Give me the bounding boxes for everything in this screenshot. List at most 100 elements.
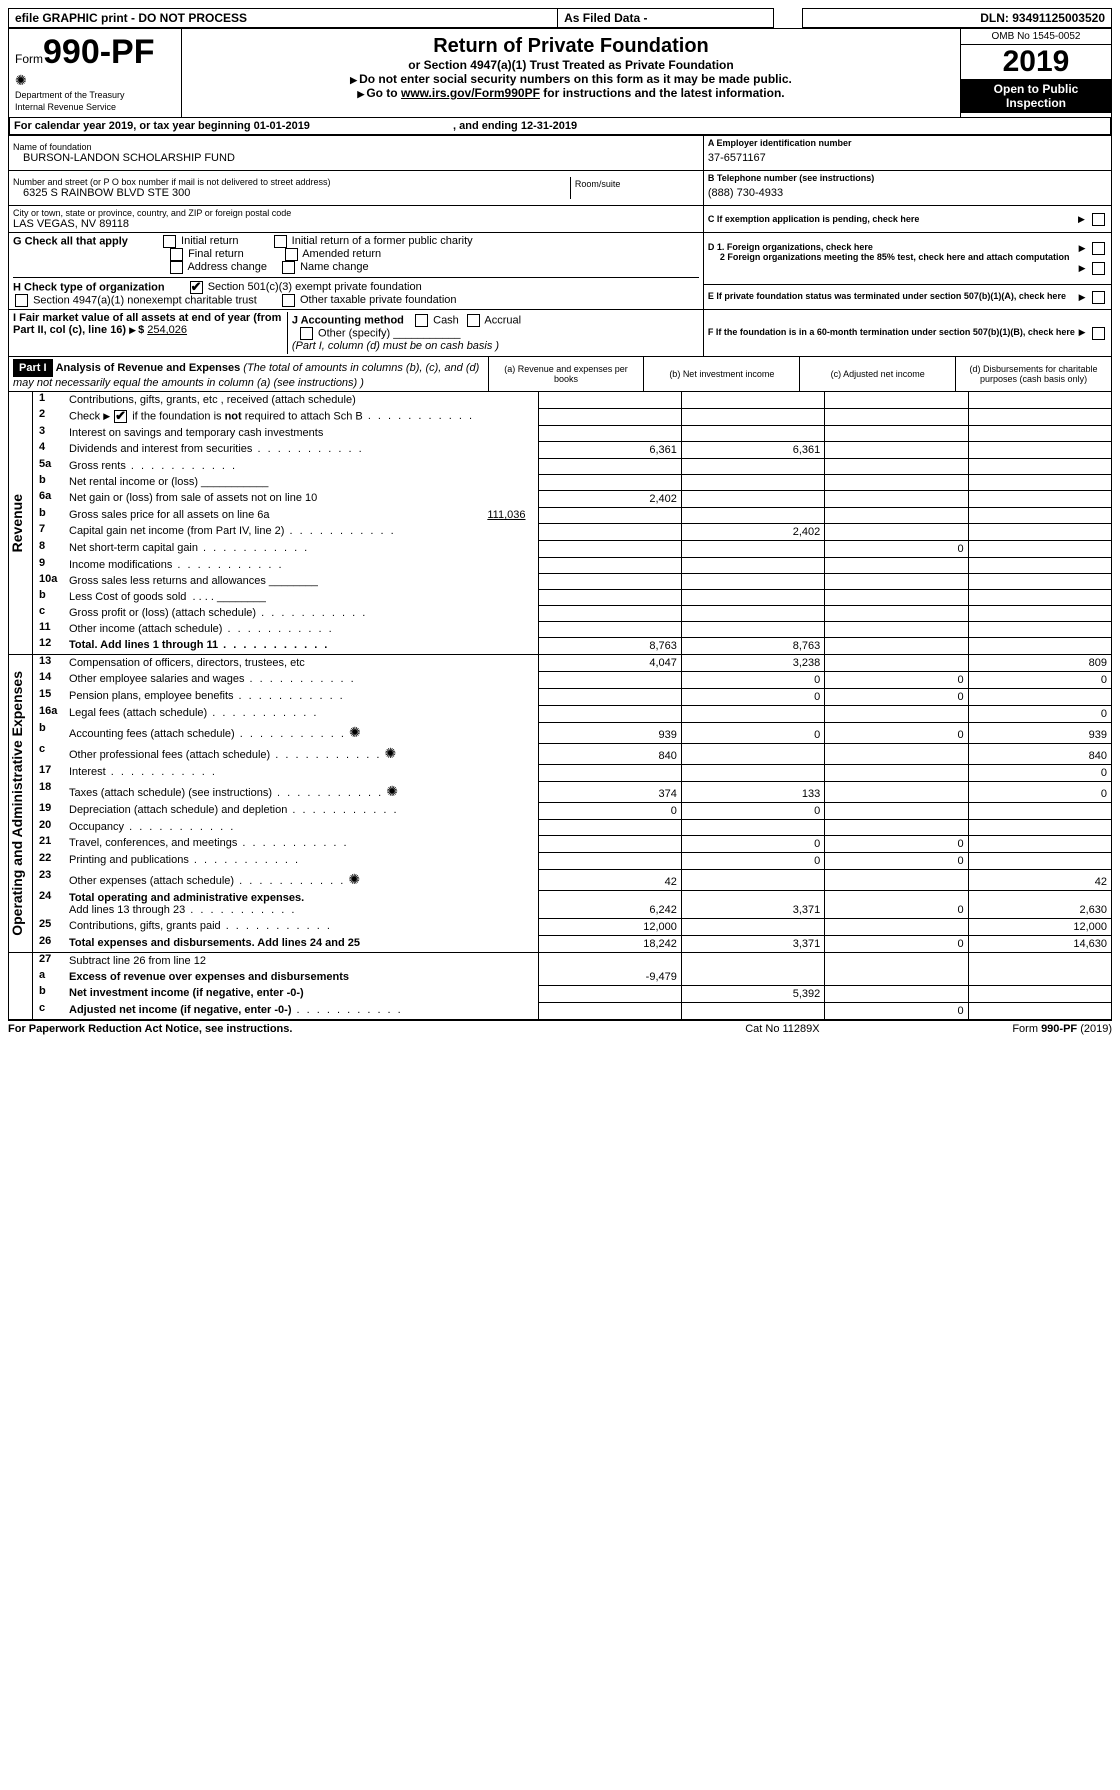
part1-label: Part I	[13, 359, 53, 377]
g-final-checkbox[interactable]	[170, 248, 183, 261]
f-checkbox[interactable]	[1092, 327, 1105, 340]
g-amended-checkbox[interactable]	[285, 248, 298, 261]
val-4b: 6,361	[681, 441, 824, 458]
j-cash-checkbox[interactable]	[415, 314, 428, 327]
line16c: Other professional fees (attach schedule…	[69, 749, 270, 761]
val-15c: 0	[825, 688, 968, 705]
g-address-checkbox[interactable]	[170, 261, 183, 274]
part1-grid: Revenue 1Contributions, gifts, grants, e…	[8, 392, 1112, 1021]
d2-checkbox[interactable]	[1092, 262, 1105, 275]
j-other-checkbox[interactable]	[300, 327, 313, 340]
attachment-icon[interactable]: ✺	[348, 871, 360, 887]
line2-checkbox[interactable]	[114, 410, 127, 423]
val-26a: 18,242	[538, 935, 681, 952]
instructions-link[interactable]: www.irs.gov/Form990PF	[401, 86, 540, 100]
val-17d: 0	[968, 764, 1111, 781]
val-18a: 374	[538, 781, 681, 802]
h-4947-checkbox[interactable]	[15, 294, 28, 307]
arrow-icon	[129, 324, 138, 336]
line2-post: if the foundation is not required to att…	[129, 410, 363, 422]
g-o1: Initial return	[181, 235, 238, 247]
expenses-sidebar: Operating and Administrative Expenses	[9, 671, 25, 936]
val-16ba: 939	[538, 722, 681, 743]
arrow-icon	[103, 410, 112, 422]
attachment-icon[interactable]: ✺	[349, 724, 361, 740]
val-24a: 6,242	[538, 890, 681, 918]
name-label: Name of foundation	[13, 142, 699, 152]
val-16bd: 939	[968, 722, 1111, 743]
val-24b: 3,371	[681, 890, 824, 918]
arrow-icon	[1078, 213, 1087, 225]
val-13b: 3,238	[681, 655, 824, 672]
j-note: (Part I, column (d) must be on cash basi…	[292, 340, 499, 352]
entity-block: Name of foundation BURSON-LANDON SCHOLAR…	[8, 136, 1112, 357]
col-d-header: (d) Disbursements for charitable purpose…	[956, 357, 1112, 392]
line25: Contributions, gifts, grants paid	[69, 920, 221, 932]
val-15b: 0	[681, 688, 824, 705]
arrow-icon	[357, 86, 366, 100]
val-16cd: 840	[968, 743, 1111, 764]
attachment-icon[interactable]: ✺	[386, 783, 398, 799]
val-13a: 4,047	[538, 655, 681, 672]
line27c: Adjusted net income (if negative, enter …	[69, 1004, 291, 1016]
open-public-badge: Open to Public Inspection	[961, 79, 1111, 113]
e-checkbox[interactable]	[1092, 291, 1105, 304]
val-16ad: 0	[968, 705, 1111, 722]
attachment-icon[interactable]: ✺	[384, 745, 396, 761]
line24b: Add lines 13 through 23	[69, 904, 185, 916]
ein-value: 37-6571167	[708, 148, 1107, 168]
revenue-sidebar: Revenue	[9, 494, 25, 552]
foundation-name: BURSON-LANDON SCHOLARSHIP FUND	[13, 152, 699, 164]
c-label: C If exemption application is pending, c…	[708, 214, 920, 224]
g-name-checkbox[interactable]	[282, 261, 295, 274]
room-label: Room/suite	[570, 177, 699, 199]
val-23a: 42	[538, 869, 681, 890]
h-o2: Section 4947(a)(1) nonexempt charitable …	[33, 294, 257, 306]
line23: Other expenses (attach schedule)	[69, 875, 234, 887]
part1-title: Analysis of Revenue and Expenses	[56, 362, 241, 374]
line10c: Gross profit or (loss) (attach schedule)	[69, 607, 256, 619]
line27a: Excess of revenue over expenses and disb…	[67, 969, 538, 986]
c-checkbox[interactable]	[1092, 213, 1105, 226]
calendar-year-row: For calendar year 2019, or tax year begi…	[8, 118, 1112, 136]
g-o3: Final return	[188, 248, 244, 260]
g-o6: Name change	[300, 261, 369, 273]
line27b: Net investment income (if negative, ente…	[69, 987, 304, 999]
line16b: Accounting fees (attach schedule)	[69, 728, 235, 740]
g-former-checkbox[interactable]	[274, 235, 287, 248]
line27: Subtract line 26 from line 12	[67, 952, 538, 969]
j-o3: Other (specify)	[318, 327, 390, 339]
d1-checkbox[interactable]	[1092, 242, 1105, 255]
subtitle3-pre: Go to	[366, 86, 401, 100]
line12: Total. Add lines 1 through 11	[69, 639, 218, 651]
g-initial-checkbox[interactable]	[163, 235, 176, 248]
page-footer: For Paperwork Reduction Act Notice, see …	[8, 1023, 1112, 1035]
arrow-icon	[1079, 243, 1088, 253]
h-other-checkbox[interactable]	[282, 294, 295, 307]
j-accrual-checkbox[interactable]	[467, 314, 480, 327]
asfiled-label: As Filed Data -	[558, 9, 774, 28]
city-value: LAS VEGAS, NV 89118	[13, 218, 699, 230]
val-25a: 12,000	[538, 918, 681, 935]
dln-value: 93491125003520	[1012, 11, 1105, 25]
line17: Interest	[69, 766, 106, 778]
footer-left: For Paperwork Reduction Act Notice, see …	[8, 1023, 693, 1035]
g-o2: Initial return of a former public charit…	[292, 235, 473, 247]
efile-label: efile GRAPHIC print - DO NOT PROCESS	[9, 9, 558, 28]
val-27a: -9,479	[538, 969, 681, 986]
arrow-icon	[1079, 327, 1088, 337]
footer-right-post: (2019)	[1077, 1023, 1112, 1035]
val-22b: 0	[681, 852, 824, 869]
arrow-icon	[1079, 292, 1088, 302]
val-24d: 2,630	[968, 890, 1111, 918]
phone-value: (888) 730-4933	[708, 183, 1107, 203]
line21: Travel, conferences, and meetings	[69, 837, 237, 849]
form-prefix: Form	[15, 52, 43, 66]
i-value: 254,026	[147, 324, 187, 336]
val-16ca: 840	[538, 743, 681, 764]
val-12a: 8,763	[538, 637, 681, 654]
h-501c3-checkbox[interactable]	[190, 281, 203, 294]
footer-right-pre: Form	[1012, 1023, 1041, 1035]
val-21b: 0	[681, 835, 824, 852]
line10a: Gross sales less returns and allowances	[69, 575, 266, 587]
